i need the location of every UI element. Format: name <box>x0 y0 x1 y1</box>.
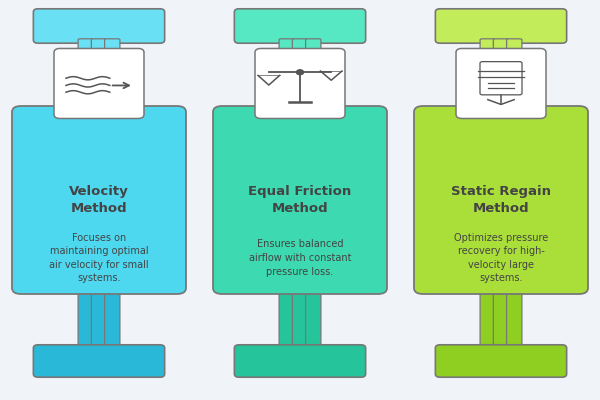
FancyBboxPatch shape <box>436 9 566 43</box>
FancyBboxPatch shape <box>436 345 566 377</box>
FancyBboxPatch shape <box>493 39 509 113</box>
Text: Focuses on
maintaining optimal
air velocity for small
systems.: Focuses on maintaining optimal air veloc… <box>49 233 149 284</box>
Text: Static Regain
Method: Static Regain Method <box>451 184 551 216</box>
FancyBboxPatch shape <box>480 62 522 95</box>
FancyBboxPatch shape <box>235 345 365 377</box>
FancyBboxPatch shape <box>12 106 186 294</box>
FancyBboxPatch shape <box>414 106 588 294</box>
FancyBboxPatch shape <box>292 287 308 349</box>
FancyBboxPatch shape <box>78 287 94 349</box>
FancyBboxPatch shape <box>104 39 120 113</box>
FancyBboxPatch shape <box>480 287 496 349</box>
FancyBboxPatch shape <box>235 9 365 43</box>
Text: Equal Friction
Method: Equal Friction Method <box>248 184 352 216</box>
FancyBboxPatch shape <box>54 48 144 118</box>
Text: Optimizes pressure
recovery for high-
velocity large
systems.: Optimizes pressure recovery for high- ve… <box>454 233 548 284</box>
FancyBboxPatch shape <box>493 287 509 349</box>
FancyBboxPatch shape <box>104 287 120 349</box>
Text: Velocity
Method: Velocity Method <box>69 184 129 216</box>
FancyBboxPatch shape <box>34 9 164 43</box>
FancyBboxPatch shape <box>305 287 321 349</box>
FancyBboxPatch shape <box>279 39 295 113</box>
FancyBboxPatch shape <box>91 39 107 113</box>
FancyBboxPatch shape <box>480 39 496 113</box>
FancyBboxPatch shape <box>78 39 94 113</box>
FancyBboxPatch shape <box>456 48 546 118</box>
Circle shape <box>296 70 304 75</box>
FancyBboxPatch shape <box>213 106 387 294</box>
FancyBboxPatch shape <box>506 287 522 349</box>
FancyBboxPatch shape <box>305 39 321 113</box>
Text: Ensures balanced
airflow with constant
pressure loss.: Ensures balanced airflow with constant p… <box>249 240 351 277</box>
FancyBboxPatch shape <box>91 287 107 349</box>
FancyBboxPatch shape <box>506 39 522 113</box>
FancyBboxPatch shape <box>279 287 295 349</box>
FancyBboxPatch shape <box>255 48 345 118</box>
FancyBboxPatch shape <box>292 39 308 113</box>
FancyBboxPatch shape <box>34 345 164 377</box>
